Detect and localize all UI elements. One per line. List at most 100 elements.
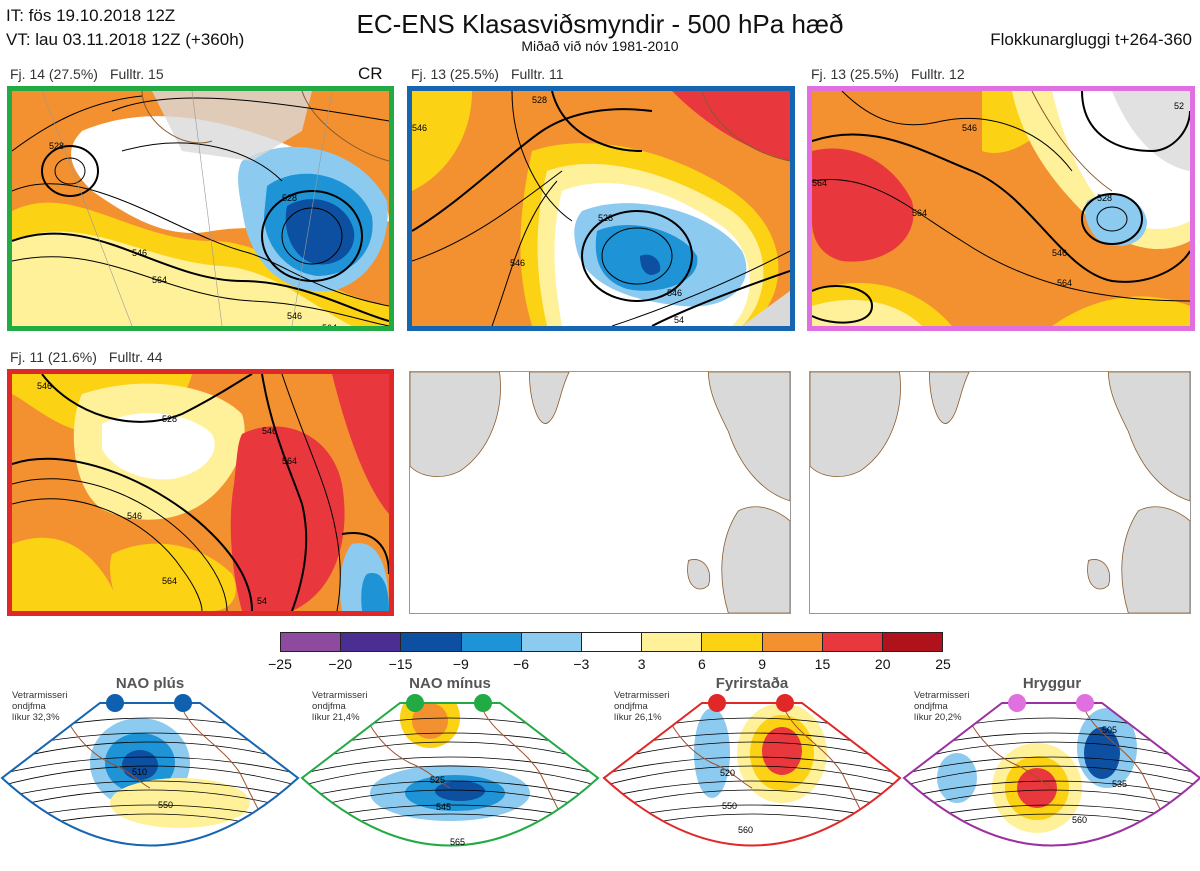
colorbar-tick-label: −6 [513,656,530,672]
height-contour [2,789,298,811]
panel-4-members: Fulltr. 44 [108,349,163,365]
colorbar-tick-label: 25 [935,656,951,672]
anomaly-blob [762,727,802,775]
panel-2-contour-label: 54 [674,315,684,325]
classification-window: Flokkunargluggi t+264-360 [990,30,1192,49]
regime-marker-dot [776,694,794,712]
colorbar-swatch [702,633,763,651]
colorbar-swatch [762,633,823,651]
init-time: IT: fös 19.10.2018 12Z [6,6,176,25]
colorbar-swatch [581,633,643,651]
regime-note-line: Vetrarmisseri [914,690,970,701]
colorbar-tick-label: −9 [452,656,469,672]
cluster-map-4[interactable]: 546 528 546 564 546 564 54 [7,369,394,616]
colorbar-tick-label: 6 [698,656,706,672]
colorbar-tick-label: −20 [328,656,353,672]
panel-1-contour-label: 564 [322,323,337,326]
height-contour [2,780,298,799]
regime-map: 505 535 560 [902,702,1200,858]
panel-3-contour-label: 546 [962,123,977,133]
regime-note-line: líkur 21,4% [312,712,360,723]
panel-3-contour-label: 546 [1052,248,1067,258]
colorbar-tick-label: −15 [388,656,413,672]
cluster-map-2-graphic: 546 528 528 546 546 54 [412,91,790,326]
height-contour [904,789,1200,811]
height-contour [302,756,598,775]
regime-border [902,702,1200,847]
regime-marker-dot [1008,694,1026,712]
panel-2-contour-label: 546 [510,258,525,268]
regime-title: NAO plús [115,675,185,692]
regime-marker-dot [474,694,492,712]
regime-marker-dot [1076,694,1094,712]
regime-marker-dot [406,694,424,712]
empty-map-5-graphic [410,372,790,613]
panel-2-freq: Fj. 13 (25.5%) [411,66,499,82]
panel-1-contour-label: 528 [49,141,64,151]
regime-probability-note: Vetrarmisseri ondjfma líkur 26,1% [614,690,694,723]
colorbar-swatch [521,633,582,651]
regime-border [0,702,300,847]
colorbar-tick-label: 15 [814,656,831,672]
panel-4-contour-label: 528 [162,414,177,424]
panel-1-contour-label: 546 [287,311,302,321]
cluster-map-4-graphic: 546 528 546 564 546 564 54 [12,374,389,611]
cluster-map-3-graphic: 546 564 564 528 546 564 52 [812,91,1190,326]
anomaly-blob [694,708,730,798]
colorbar-tick-label: 9 [758,656,767,672]
panel-4-label: Fj. 11 (21.6%) Fulltr. 44 [10,349,163,365]
regime-contour-label: 550 [158,800,173,810]
panel-1-members: Fulltr. 15 [109,66,164,82]
colorbar-swatch [461,633,522,651]
regime-contour-label: 510 [132,767,147,777]
page-subtitle: Miðað við nóv 1981-2010 [521,38,679,54]
cluster-map-2[interactable]: 546 528 528 546 546 54 [407,86,795,331]
colorbar-swatch [281,633,342,651]
regime-marker-dot [106,694,124,712]
regime-probability-note: Vetrarmisseri ondjfma líkur 20,2% [914,690,994,723]
height-contour [604,741,900,763]
panel-3-contour-label: 52 [1174,101,1184,111]
colorbar-tick-label: 20 [874,656,891,672]
panel-3-label: Fj. 13 (25.5%) Fulltr. 12 [811,66,965,82]
colorbar-swatch [341,633,402,651]
page-title: EC-ENS Klasasviðsmyndir - 500 hPa hæð [356,9,844,39]
panel-4-freq: Fj. 11 (21.6%) [10,349,97,365]
panel-2-label: Fj. 13 (25.5%) Fulltr. 11 [411,66,564,82]
panel-1-label: Fj. 14 (27.5%) Fulltr. 15 [10,66,164,82]
panel-4-contour-label: 546 [37,381,52,391]
regime-contour-label: 520 [720,768,735,778]
panel-1-contour-label: 528 [282,193,297,203]
regime-note-line: ondjfma [914,701,948,712]
anomaly-blob [110,778,250,828]
cluster-map-3[interactable]: 546 564 564 528 546 564 52 [807,86,1195,331]
anomaly-blob [1012,848,1042,858]
height-contour [904,756,1200,775]
regime-note-line: líkur 26,1% [614,712,662,723]
regime-map: 510 550 [0,702,300,847]
regime-contour-label: 545 [436,802,451,812]
height-contour [904,780,1200,799]
height-contour [302,789,598,811]
regime-contour-label: 525 [430,775,445,785]
colorbar-swatch [642,633,703,651]
regime-contour-label: 505 [1102,725,1117,735]
regime-contour-label: 560 [738,825,753,835]
height-contour [302,780,598,799]
height-contour [302,765,598,787]
regime-title: NAO mínus [409,675,491,692]
regime-contour-label: 565 [450,837,465,847]
empty-cluster-map-5 [409,371,791,614]
regime-contour-label: 560 [1072,815,1087,825]
height-contour [904,765,1200,787]
panel-3-contour-label: 564 [912,208,927,218]
regime-note-line: ondjfma [312,701,346,712]
panel-3-contour-label: 564 [812,178,827,188]
regime-marker-dot [174,694,192,712]
cluster-map-1[interactable]: 528 546 564 528 546 564 [7,86,394,331]
panel-3-members: Fulltr. 12 [910,66,965,82]
panel-2-contour-label: 528 [532,95,547,105]
height-contour [904,741,1200,763]
panel-2-contour-label: 546 [667,288,682,298]
panel-4-contour-label: 546 [262,426,277,436]
